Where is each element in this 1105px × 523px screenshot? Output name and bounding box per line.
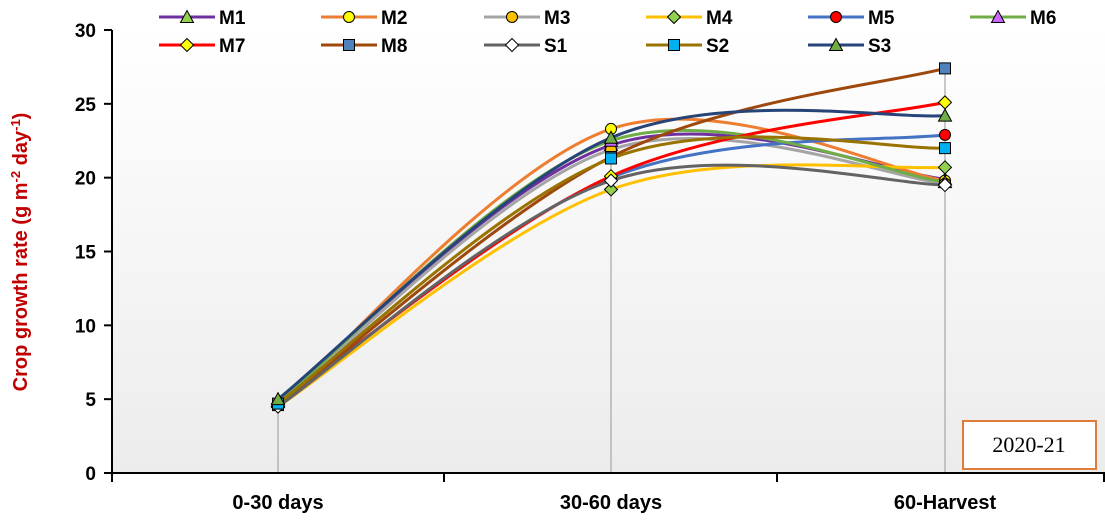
y-axis-label: Crop growth rate (g m-2 day-1) bbox=[8, 113, 32, 392]
y-tick-label: 20 bbox=[75, 169, 96, 190]
legend-label: M4 bbox=[706, 8, 733, 29]
plot-area bbox=[112, 30, 1105, 473]
legend-marker bbox=[506, 11, 518, 23]
legend-marker bbox=[179, 9, 195, 23]
data-point bbox=[603, 182, 619, 197]
data-point bbox=[939, 62, 951, 75]
data-point bbox=[937, 108, 953, 122]
legend-item-m3: M3 bbox=[484, 8, 570, 29]
legend-label: S3 bbox=[868, 36, 891, 57]
x-tick-label: 60-Harvest bbox=[894, 492, 997, 514]
data-point bbox=[939, 142, 951, 155]
legend-marker bbox=[668, 39, 680, 51]
data-point bbox=[937, 160, 953, 175]
x-tick-label: 30-60 days bbox=[560, 492, 662, 514]
legend-marker bbox=[504, 37, 520, 53]
legend-marker bbox=[343, 11, 355, 23]
legend-marker bbox=[343, 39, 355, 51]
year-annotation-box bbox=[962, 420, 1097, 470]
legend-marker bbox=[666, 9, 682, 25]
data-point bbox=[603, 130, 619, 144]
data-point bbox=[939, 128, 951, 141]
legend-item-m1: M1 bbox=[159, 8, 246, 29]
legend-label: M2 bbox=[381, 8, 407, 29]
y-tick-label: 5 bbox=[85, 390, 96, 411]
legend-label: M1 bbox=[219, 8, 246, 29]
y-tick-label: 25 bbox=[75, 95, 97, 116]
legend-item-m7: M7 bbox=[159, 36, 245, 57]
legend-label: S2 bbox=[706, 36, 729, 57]
year-annotation: 2020-21 bbox=[992, 432, 1065, 457]
x-tick-label: 0-30 days bbox=[232, 492, 323, 514]
legend-label: M5 bbox=[868, 8, 895, 29]
legend: M1 M2 M3 M4 M5 M6 M7 M8 S1 S2 S3 bbox=[159, 8, 1056, 57]
series-group bbox=[270, 62, 953, 414]
x-axis: 0-30 days 30-60 days 60-Harvest bbox=[111, 472, 1105, 514]
legend-item-m6: M6 bbox=[970, 8, 1056, 29]
legend-marker bbox=[990, 9, 1006, 23]
legend-label: M3 bbox=[544, 8, 570, 29]
data-point bbox=[270, 391, 286, 406]
legend-marker bbox=[830, 11, 842, 23]
legend-label: M6 bbox=[1030, 8, 1056, 29]
legend-item-s1: S1 bbox=[484, 36, 568, 57]
legend-item-m8: M8 bbox=[321, 36, 407, 57]
data-point bbox=[937, 177, 953, 193]
legend-marker bbox=[179, 37, 195, 53]
y-tick-label: 15 bbox=[75, 243, 97, 264]
y-tick-label: 30 bbox=[75, 21, 96, 42]
y-tick-label: 10 bbox=[75, 316, 96, 337]
legend-item-s2: S2 bbox=[646, 36, 729, 57]
legend-item-s3: S3 bbox=[808, 36, 891, 57]
series-s3-points bbox=[270, 108, 953, 406]
legend-marker bbox=[828, 37, 844, 51]
y-tick-label: 0 bbox=[85, 464, 96, 485]
data-point bbox=[605, 152, 617, 165]
legend-label: M8 bbox=[381, 36, 407, 57]
legend-item-m5: M5 bbox=[808, 8, 895, 29]
legend-item-m4: M4 bbox=[646, 8, 733, 29]
data-point bbox=[603, 173, 619, 188]
y-axis: 0 5 10 15 20 25 30 bbox=[75, 21, 113, 485]
legend-item-m2: M2 bbox=[321, 8, 407, 29]
legend-label: S1 bbox=[544, 36, 568, 57]
legend-label: M7 bbox=[219, 36, 245, 57]
